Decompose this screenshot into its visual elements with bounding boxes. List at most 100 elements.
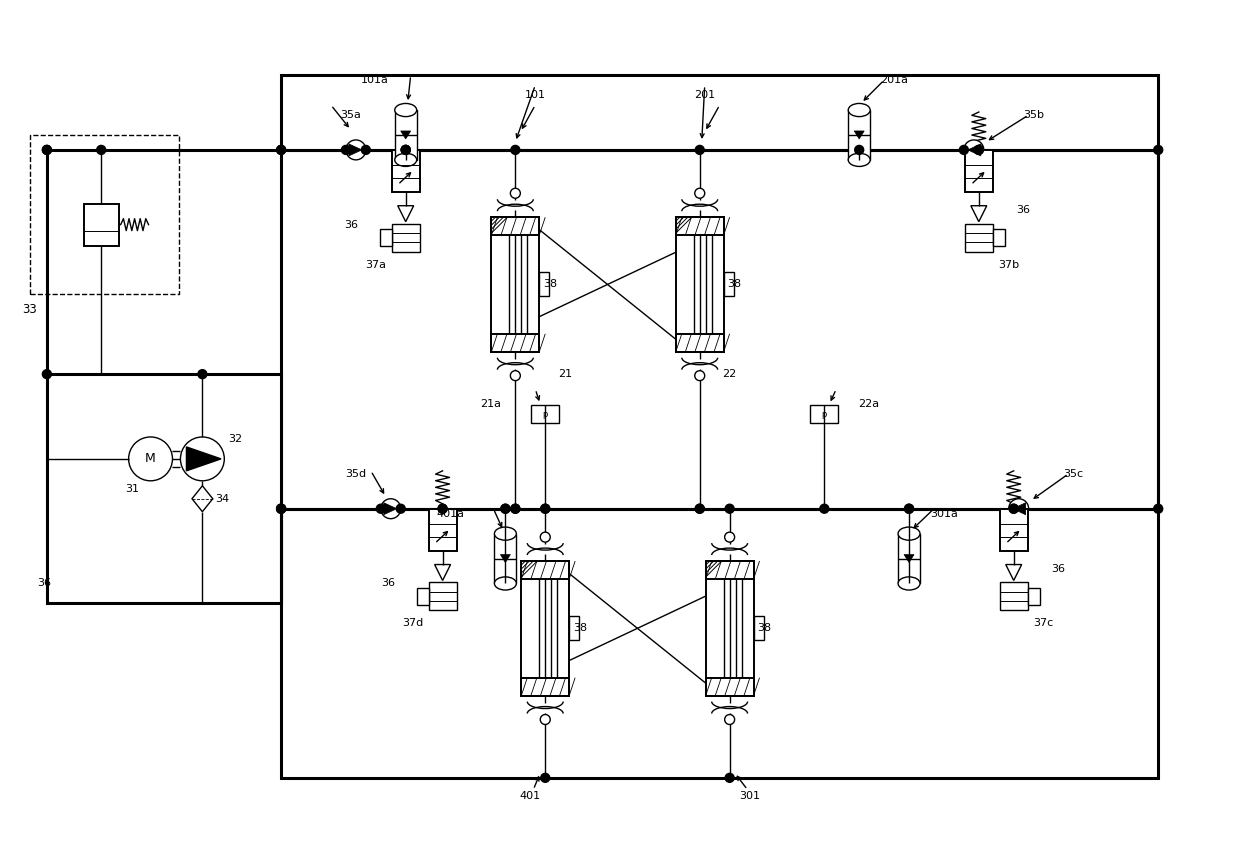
Polygon shape (192, 486, 213, 511)
Text: 201a: 201a (880, 75, 908, 85)
Bar (1000, 509, 1027, 550)
Circle shape (540, 532, 550, 542)
Circle shape (276, 504, 286, 513)
Circle shape (540, 773, 550, 782)
Text: 301: 301 (740, 791, 760, 801)
Circle shape (1154, 145, 1162, 154)
Circle shape (510, 504, 520, 513)
Bar (416, 588, 429, 605)
Bar (1027, 588, 1040, 605)
Text: 36: 36 (1017, 205, 1031, 214)
Circle shape (42, 145, 51, 154)
Bar (522, 561, 569, 695)
Bar (965, 150, 992, 192)
Polygon shape (186, 447, 221, 471)
Circle shape (401, 145, 410, 154)
Bar (898, 533, 921, 583)
Bar (492, 333, 539, 352)
Circle shape (904, 504, 913, 513)
Text: 38: 38 (574, 624, 587, 633)
Circle shape (540, 504, 550, 513)
Bar (569, 616, 579, 641)
Text: 31: 31 (125, 484, 140, 494)
Circle shape (342, 145, 351, 154)
Ellipse shape (849, 104, 870, 116)
Bar (494, 533, 517, 583)
Circle shape (401, 145, 410, 154)
Circle shape (276, 145, 286, 154)
Text: 401a: 401a (436, 509, 465, 519)
Circle shape (964, 140, 984, 160)
Circle shape (377, 504, 385, 513)
Circle shape (974, 145, 984, 154)
Bar (522, 561, 569, 579)
Circle shape (959, 145, 969, 154)
Circle shape (276, 145, 286, 154)
Bar (675, 217, 724, 235)
Ellipse shape (395, 104, 416, 116)
Bar (965, 224, 992, 252)
Circle shape (380, 499, 400, 519)
Bar (810, 405, 839, 423)
Text: 21a: 21a (479, 399, 501, 409)
Bar (392, 224, 420, 252)
Ellipse shape (898, 577, 921, 590)
Polygon shape (971, 206, 986, 222)
Text: 37d: 37d (403, 619, 424, 628)
Circle shape (129, 437, 172, 481)
Bar (522, 561, 569, 579)
Text: 37a: 37a (366, 259, 387, 269)
Circle shape (42, 145, 51, 154)
Bar (380, 230, 392, 246)
Bar (47, 374, 281, 603)
Text: 21: 21 (558, 369, 572, 379)
Circle shape (855, 145, 864, 154)
Text: 35a: 35a (341, 110, 362, 120)
Polygon shape (501, 555, 510, 563)
Polygon shape (854, 131, 864, 139)
Bar (706, 678, 753, 695)
Circle shape (695, 188, 705, 198)
Circle shape (181, 437, 224, 481)
Circle shape (396, 504, 405, 513)
Bar (706, 561, 753, 579)
Text: 35b: 35b (1023, 110, 1044, 120)
Circle shape (97, 145, 105, 154)
Circle shape (501, 504, 510, 513)
Text: 101a: 101a (361, 75, 389, 85)
Bar (532, 405, 559, 423)
Circle shape (725, 504, 735, 513)
Text: 101: 101 (525, 90, 545, 100)
Bar (675, 217, 724, 352)
Bar (429, 509, 456, 550)
Circle shape (510, 188, 520, 198)
Bar (539, 273, 549, 296)
Text: 38: 38 (543, 279, 558, 289)
Circle shape (401, 145, 410, 154)
Text: 36: 36 (344, 219, 358, 230)
Circle shape (346, 140, 366, 160)
Text: 22a: 22a (859, 399, 880, 409)
Polygon shape (435, 565, 451, 581)
Text: 22: 22 (722, 369, 737, 379)
Circle shape (510, 504, 520, 513)
Bar (429, 582, 456, 610)
Bar (675, 333, 724, 352)
Text: 35d: 35d (346, 468, 367, 479)
Bar (724, 273, 733, 296)
Bar (706, 561, 753, 579)
Text: 34: 34 (216, 494, 229, 504)
Bar (281, 75, 1158, 778)
Text: 33: 33 (22, 303, 37, 316)
Bar (522, 678, 569, 695)
Circle shape (695, 371, 705, 381)
Text: M: M (145, 452, 156, 465)
Circle shape (695, 504, 704, 513)
Circle shape (1009, 499, 1028, 519)
Bar (675, 333, 724, 352)
Bar (84, 203, 119, 246)
Circle shape (904, 504, 913, 513)
Text: 32: 32 (228, 434, 243, 444)
Bar (706, 561, 753, 695)
Ellipse shape (395, 154, 416, 166)
